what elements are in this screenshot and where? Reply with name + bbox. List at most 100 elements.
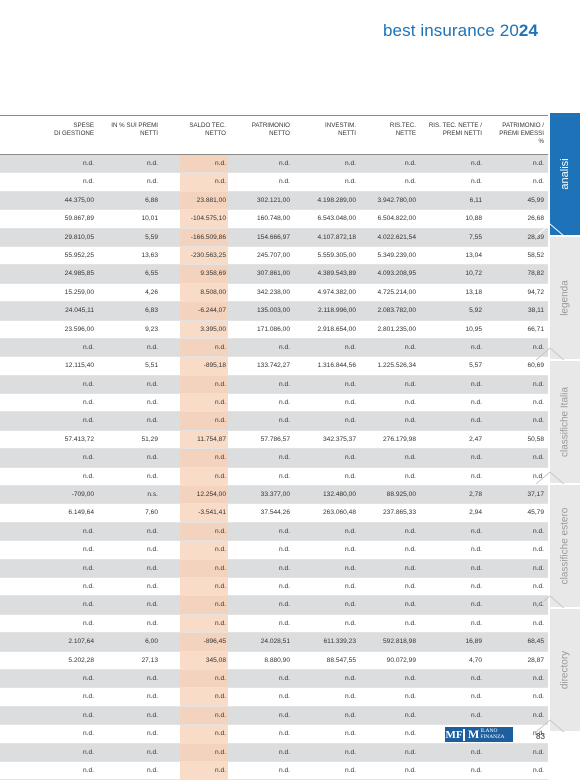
saldo-highlight (180, 302, 228, 320)
table-cell: n.d. (533, 160, 544, 167)
table-cell: n.d. (147, 582, 158, 590)
saldo-highlight (180, 412, 228, 430)
table-cell: 10,95 (465, 325, 482, 333)
logo-mf: MF (445, 728, 465, 741)
table-cell: n.d. (147, 730, 158, 738)
side-tab-classifiche-italia[interactable]: classifiche Italia (536, 360, 580, 484)
table-cell: n.d. (405, 582, 416, 590)
table-cell: 24.045,11 (65, 307, 94, 315)
table-cell: n.d. (147, 619, 158, 627)
table-cell: n.d. (279, 711, 290, 719)
table-cell: 4,70 (469, 656, 482, 664)
table-cell: 6,55 (145, 270, 158, 278)
saldo-highlight (180, 320, 228, 338)
table-cell: 6,00 (145, 638, 158, 646)
table-cell: -895,18 (203, 362, 226, 370)
table-cell: 5,57 (469, 362, 482, 370)
table-cell: n.d. (279, 564, 290, 572)
table-cell: 6,11 (469, 196, 482, 204)
table-cell: n.d. (345, 619, 356, 627)
column-header: SALDO TEC. NETTO (189, 122, 226, 137)
table-cell: n.d. (471, 380, 482, 388)
table-cell: 2,78 (469, 491, 482, 499)
table-cell: n.d. (83, 674, 94, 682)
table-cell: 302.121,00 (256, 196, 290, 204)
table-cell: 5,51 (145, 362, 158, 370)
table-cell: 45,79 (527, 509, 544, 517)
table-cell: 6,83 (145, 307, 158, 315)
table-cell: 26,68 (527, 215, 544, 223)
tab-chevron-icon (536, 595, 564, 608)
side-tab-classifiche-estero[interactable]: classifiche estero (536, 484, 580, 608)
table-cell: n.d. (83, 711, 94, 719)
saldo-highlight (180, 338, 228, 357)
saldo-highlight (180, 246, 228, 265)
saldo-highlight (180, 449, 228, 467)
table-row: 23.596,00 9,23 3.395,00 171.086,00 2.918.654… (0, 320, 548, 339)
table-cell: n.d. (279, 178, 290, 186)
side-tab-directory[interactable]: directory (536, 608, 580, 732)
table-cell: 2.801.235,00 (377, 325, 416, 333)
table-cell: n.d. (345, 343, 356, 351)
table-cell: 4.093.208,95 (377, 270, 416, 278)
table-cell: 51,29 (141, 435, 158, 443)
title-year-light: 20 (499, 21, 519, 40)
table-cell: 7,60 (145, 509, 158, 517)
column-header: INVESTIM. NETTI (325, 122, 356, 137)
table-cell: 263.060,48 (322, 509, 356, 517)
table-cell: 59.867,89 (64, 215, 94, 223)
table-cell: n.d. (279, 527, 290, 535)
table-cell: n.d. (345, 178, 356, 186)
table-cell: 345,08 (205, 656, 226, 664)
saldo-highlight (180, 725, 228, 743)
saldo-highlight (180, 467, 228, 486)
page-number: 83 (536, 732, 545, 741)
table-cell: n.d. (471, 343, 482, 351)
table-row: n.d. n.d. n.d. n.d. n.d. n.d. n.d. n.d. (0, 338, 548, 358)
table-cell: 13,63 (141, 251, 158, 259)
table-cell: 2.118.996,00 (317, 307, 356, 315)
saldo-highlight (180, 596, 228, 614)
table-cell: n.d. (83, 380, 94, 388)
column-header: PATRIMONIO / PREMI EMESSI% (499, 122, 544, 145)
table-cell: n.d. (83, 748, 94, 756)
table-cell: n.d. (215, 674, 226, 682)
column-header: IN % SUI PREMI NETTI (111, 122, 158, 137)
table-cell: 10,01 (141, 215, 158, 223)
table-cell: n.d. (147, 564, 158, 572)
table-cell: n.d. (279, 582, 290, 590)
table-cell: n.d. (147, 454, 158, 462)
table-cell: n.d. (345, 399, 356, 407)
table-cell: n.d. (471, 454, 482, 462)
tab-chevron-icon (536, 719, 564, 732)
saldo-highlight (180, 669, 228, 688)
table-row: n.d. n.d. n.d. n.d. n.d. n.d. n.d. n.d. (0, 761, 548, 780)
table-cell: 24.985,85 (64, 270, 94, 278)
table-cell: 5.559.305,00 (317, 251, 356, 259)
table-cell: n.d. (471, 546, 482, 554)
table-cell: 23.596,00 (64, 325, 94, 333)
saldo-highlight (180, 394, 228, 412)
table-cell: n.d. (147, 472, 158, 480)
table-cell: n.d. (279, 454, 290, 462)
table-cell: n.d. (471, 748, 482, 756)
table-cell: 16,89 (465, 638, 482, 646)
table-cell: n.d. (147, 546, 158, 554)
table-cell: n.d. (533, 766, 544, 774)
table-cell: n.d. (279, 748, 290, 756)
table-row: 44.375,00 6,88 23.881,00 302.121,00 4.198.28… (0, 191, 548, 211)
table-cell: 6,88 (145, 196, 158, 204)
side-tab-analisi[interactable]: analisi (536, 112, 580, 236)
side-tab-legenda[interactable]: legenda (536, 236, 580, 360)
table-row: n.d. n.d. n.d. n.d. n.d. n.d. n.d. n.d. (0, 412, 548, 431)
table-cell: n.d. (533, 472, 544, 480)
table-cell: 3.395,00 (200, 325, 226, 333)
table-cell: 611.339,23 (323, 638, 356, 646)
table-cell: 8.880,90 (264, 656, 290, 664)
table-cell: 4.389.543,89 (317, 270, 356, 278)
table-cell: 37,17 (527, 491, 544, 499)
table-cell: n.d. (147, 527, 158, 535)
page-title: best insurance 2024 (383, 21, 538, 41)
table-cell: -6.244,07 (198, 307, 226, 315)
table-cell: 5,59 (145, 233, 158, 241)
